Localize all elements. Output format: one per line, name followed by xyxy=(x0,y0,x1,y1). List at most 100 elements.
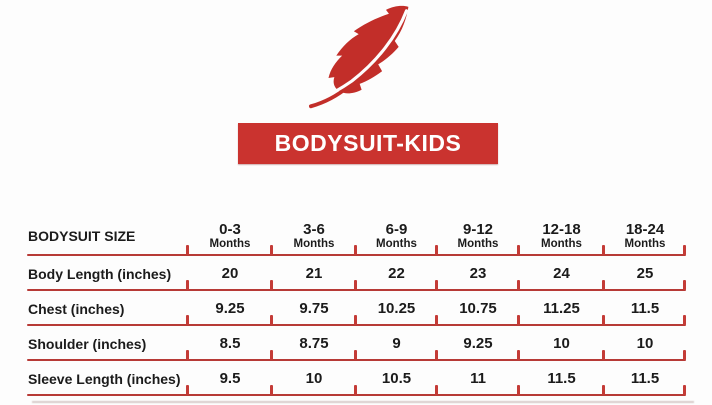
column-unit: Months xyxy=(541,238,582,251)
row-divider xyxy=(27,359,686,361)
column-tick xyxy=(517,280,520,290)
cell-value: 20 xyxy=(221,265,239,282)
cell-value: 9.75 xyxy=(299,300,329,317)
cell-value: 21 xyxy=(305,265,323,282)
column-unit: Months xyxy=(209,238,251,251)
cell-value: 25 xyxy=(636,265,654,282)
row-label: Body Length (inches) xyxy=(28,265,172,282)
cell-value: 9.25 xyxy=(215,300,245,317)
column-header-18-24: 18-24 Months xyxy=(604,215,686,256)
cell-value: 22 xyxy=(388,265,405,282)
column-unit: Months xyxy=(293,238,335,251)
cell-value: 9 xyxy=(392,335,401,352)
column-tick xyxy=(270,350,273,360)
column-tick xyxy=(602,385,605,395)
column-unit: Months xyxy=(624,238,666,251)
column-range: 12-18 xyxy=(542,220,581,238)
row-divider xyxy=(27,254,686,256)
brand-banner: BODYSUIT-KIDS xyxy=(238,123,498,164)
row-divider xyxy=(27,324,686,326)
column-tick xyxy=(186,350,189,360)
column-tick xyxy=(186,315,189,325)
column-tick xyxy=(435,350,438,360)
column-range: 6-9 xyxy=(385,220,408,238)
row-label: Chest (inches) xyxy=(28,300,125,317)
column-tick xyxy=(517,350,520,360)
column-tick xyxy=(683,350,686,360)
cell-value: 11 xyxy=(470,370,486,387)
column-range: 3-6 xyxy=(303,220,325,238)
column-tick xyxy=(186,385,189,395)
cell-value: 23 xyxy=(469,265,487,282)
column-tick xyxy=(186,280,189,290)
table-header-row: BODYSUIT SIZE 0-3 Months 3-6 Months 6-9 … xyxy=(0,215,712,256)
cropped-bottom-line xyxy=(32,401,694,403)
column-tick xyxy=(683,245,686,255)
cell-value: 10.75 xyxy=(459,300,497,317)
cell-value: 10 xyxy=(305,370,323,387)
column-header-0-3: 0-3 Months xyxy=(188,215,272,256)
column-range: 0-3 xyxy=(219,220,241,238)
column-tick xyxy=(602,245,605,255)
row-divider xyxy=(27,394,686,396)
column-tick xyxy=(354,315,357,325)
column-tick xyxy=(683,280,686,290)
feather-body xyxy=(328,5,409,94)
column-tick xyxy=(602,315,605,325)
cell-value: 11.25 xyxy=(543,300,580,317)
column-tick xyxy=(435,245,438,255)
column-tick xyxy=(435,315,438,325)
cell-value: 11.5 xyxy=(547,370,576,387)
column-tick xyxy=(517,245,520,255)
feather-icon xyxy=(303,3,430,118)
column-unit: Months xyxy=(376,238,417,251)
cell-value: 10.5 xyxy=(381,370,412,387)
column-header-6-9: 6-9 Months xyxy=(356,215,437,256)
column-tick xyxy=(435,385,438,395)
column-tick xyxy=(517,315,520,325)
table-row-sleeve-length: Sleeve Length (inches) 9.5 10 10.5 11 11… xyxy=(0,361,712,396)
cell-value: 10.25 xyxy=(377,300,416,317)
column-tick xyxy=(602,280,605,290)
table-row-body-length: Body Length (inches) 20 21 22 23 24 25 xyxy=(0,256,712,291)
column-tick xyxy=(517,385,520,395)
row-label: Shoulder (inches) xyxy=(28,335,147,352)
column-tick xyxy=(186,245,189,255)
size-table: BODYSUIT SIZE 0-3 Months 3-6 Months 6-9 … xyxy=(0,215,712,396)
table-corner-label: BODYSUIT SIZE xyxy=(28,227,136,244)
cell-value: 8.75 xyxy=(299,335,329,352)
column-tick xyxy=(602,350,605,360)
feather-stem xyxy=(309,84,350,109)
column-header-3-6: 3-6 Months xyxy=(272,215,356,256)
cell-value: 10 xyxy=(636,335,654,352)
column-range: 9-12 xyxy=(462,220,494,238)
column-range: 18-24 xyxy=(625,220,665,238)
row-divider xyxy=(27,289,686,291)
banner-title: BODYSUIT-KIDS xyxy=(274,130,462,156)
column-tick xyxy=(435,280,438,290)
column-header-9-12: 9-12 Months xyxy=(437,215,519,256)
column-tick xyxy=(683,315,686,325)
column-tick xyxy=(270,385,273,395)
column-tick xyxy=(270,315,273,325)
cell-value: 24 xyxy=(553,265,570,282)
column-tick xyxy=(354,280,357,290)
cell-value: 8.5 xyxy=(219,335,241,352)
column-unit: Months xyxy=(457,238,499,251)
column-tick xyxy=(270,280,273,290)
cell-value: 11.5 xyxy=(630,300,660,317)
cell-value: 11.5 xyxy=(630,370,660,387)
table-row-chest: Chest (inches) 9.25 9.75 10.25 10.75 11.… xyxy=(0,291,712,326)
column-tick xyxy=(354,385,357,395)
column-tick xyxy=(683,385,686,395)
cell-value: 9.5 xyxy=(219,370,241,387)
feather-quill xyxy=(317,9,409,102)
cell-value: 10 xyxy=(553,335,570,352)
cell-value: 9.25 xyxy=(463,335,493,352)
table-row-shoulder: Shoulder (inches) 8.5 8.75 9 9.25 10 10 xyxy=(0,326,712,361)
row-label: Sleeve Length (inches) xyxy=(28,370,181,387)
column-tick xyxy=(270,245,273,255)
column-header-12-18: 12-18 Months xyxy=(519,215,604,256)
column-tick xyxy=(354,245,357,255)
column-tick xyxy=(354,350,357,360)
